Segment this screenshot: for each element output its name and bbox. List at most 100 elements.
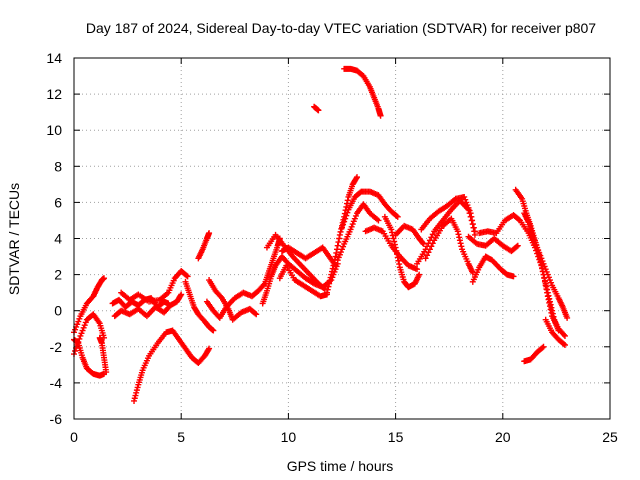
x-axis-label: GPS time / hours xyxy=(287,458,394,474)
data-point xyxy=(394,251,401,258)
data-point xyxy=(74,321,81,328)
data-point xyxy=(394,254,401,261)
y-tick-label: -6 xyxy=(50,411,63,427)
data-point xyxy=(326,277,333,284)
data-point xyxy=(344,209,351,216)
series-track-31 xyxy=(512,186,568,339)
data-point xyxy=(177,292,184,299)
data-point xyxy=(541,278,548,285)
data-point xyxy=(416,271,423,278)
series-track-33 xyxy=(521,343,547,365)
data-point xyxy=(461,193,468,200)
data-point xyxy=(533,241,540,248)
data-point xyxy=(206,345,213,352)
data-point xyxy=(336,251,343,258)
data-point xyxy=(253,311,260,318)
data-point xyxy=(341,218,348,225)
data-point xyxy=(331,259,338,266)
data-point xyxy=(76,335,83,342)
data-point xyxy=(530,236,537,243)
data-point xyxy=(548,279,555,286)
data-point xyxy=(328,268,335,275)
series-track-10 xyxy=(195,230,213,262)
y-tick-label: 6 xyxy=(54,194,62,210)
data-point xyxy=(456,234,463,241)
series-track-11 xyxy=(206,277,260,323)
data-point xyxy=(529,233,536,240)
data-point xyxy=(77,332,84,339)
data-point xyxy=(335,254,342,261)
data-point xyxy=(540,260,547,267)
series-track-26 xyxy=(418,193,478,238)
series-track-8 xyxy=(131,327,213,404)
data-point xyxy=(324,286,331,293)
data-point xyxy=(469,221,476,228)
data-point xyxy=(330,262,337,269)
data-point xyxy=(535,247,542,254)
series-track-20 xyxy=(339,188,401,231)
series-track-1 xyxy=(71,275,108,336)
x-tick-label: 15 xyxy=(388,429,404,445)
data-point xyxy=(467,210,474,217)
series-track-4 xyxy=(96,334,110,376)
data-point xyxy=(542,282,549,289)
data-point xyxy=(545,274,552,281)
data-point xyxy=(548,309,555,316)
data-point xyxy=(72,348,79,355)
data-point xyxy=(425,249,432,256)
data-point xyxy=(543,286,550,293)
y-tick-label: -2 xyxy=(50,339,63,355)
data-point xyxy=(351,215,358,222)
data-point xyxy=(323,289,330,296)
data-point xyxy=(338,225,345,232)
x-tick-label: 5 xyxy=(177,429,185,445)
data-point xyxy=(469,217,476,224)
data-point xyxy=(260,281,267,288)
data-point xyxy=(134,384,141,391)
data-point xyxy=(422,255,429,262)
data-point xyxy=(393,247,400,254)
data-point xyxy=(542,266,549,273)
data-point xyxy=(76,315,83,322)
y-axis-label: SDTVAR / TECUs xyxy=(6,183,22,295)
data-point xyxy=(515,216,522,223)
data-point xyxy=(339,224,345,231)
data-point xyxy=(561,341,568,348)
data-point xyxy=(544,271,551,278)
data-point xyxy=(414,266,421,273)
data-point xyxy=(419,240,426,247)
data-point xyxy=(375,217,382,224)
data-point xyxy=(82,319,89,326)
data-point xyxy=(336,231,343,238)
y-tick-label: 10 xyxy=(46,122,62,138)
series-track-21 xyxy=(341,65,384,119)
series-track-9 xyxy=(182,278,217,334)
plot-frame xyxy=(73,57,611,420)
data-point xyxy=(377,112,384,119)
x-tick-label: 10 xyxy=(281,429,297,445)
data-point xyxy=(74,341,81,348)
data-point xyxy=(392,244,399,251)
data-point xyxy=(389,229,396,236)
data-point xyxy=(183,272,190,279)
data-point xyxy=(390,235,397,242)
data-point xyxy=(329,265,336,272)
data-point xyxy=(333,249,340,256)
data-point xyxy=(78,330,85,337)
data-point xyxy=(514,242,521,249)
data-point xyxy=(429,231,436,238)
data-point xyxy=(342,215,349,222)
data-point xyxy=(252,310,259,317)
data-point xyxy=(564,314,571,321)
data-point xyxy=(463,199,470,206)
data-point xyxy=(217,293,224,300)
data-point xyxy=(395,257,402,264)
data-point xyxy=(536,249,543,256)
data-point xyxy=(328,271,335,278)
y-tick-label: 14 xyxy=(46,50,62,66)
data-point xyxy=(394,213,401,220)
x-tick-label: 0 xyxy=(70,429,78,445)
data-point xyxy=(334,257,341,264)
data-point xyxy=(545,296,552,303)
data-point xyxy=(455,231,462,238)
